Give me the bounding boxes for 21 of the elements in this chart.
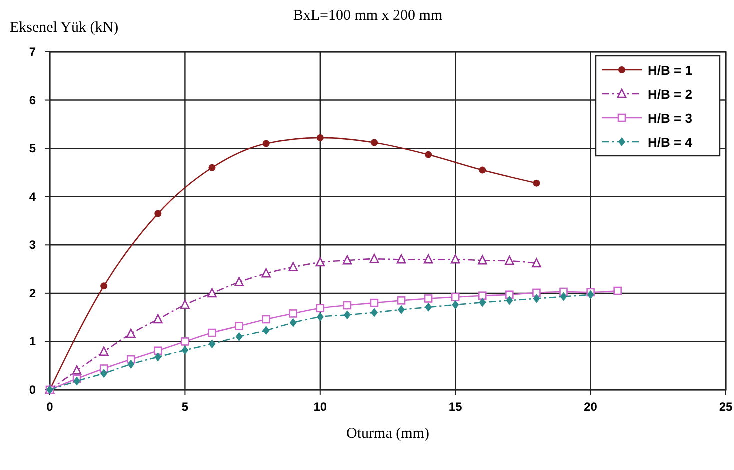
x-tick-label: 5 <box>182 400 189 414</box>
y-tick-label: 6 <box>29 93 36 108</box>
y-tick-label: 2 <box>29 286 36 300</box>
x-tick-label: 20 <box>584 400 598 414</box>
legend-label: H/B = 1 <box>648 63 692 78</box>
x-tick-label: 25 <box>719 400 733 414</box>
y-tick-label: 1 <box>29 334 36 349</box>
x-axis-title: Oturma (mm) <box>346 426 430 442</box>
x-tick-label: 15 <box>448 400 463 414</box>
y-tick-label: 4 <box>29 190 36 204</box>
y-tick-label: 0 <box>29 383 36 397</box>
legend-label: H/B = 3 <box>648 111 692 126</box>
legend-label: H/B = 2 <box>648 87 692 102</box>
y-tick-label: 5 <box>29 142 36 156</box>
legend-label: H/B = 4 <box>648 135 694 150</box>
chart-title: BxL=100 mm x 200 mm <box>293 8 443 24</box>
x-tick-label: 0 <box>46 400 54 414</box>
y-tick-label: 3 <box>29 238 36 252</box>
y-tick-label: 7 <box>29 45 36 59</box>
x-tick-label: 10 <box>314 400 328 414</box>
y-axis-title: Eksenel Yük (kN) <box>10 20 119 36</box>
